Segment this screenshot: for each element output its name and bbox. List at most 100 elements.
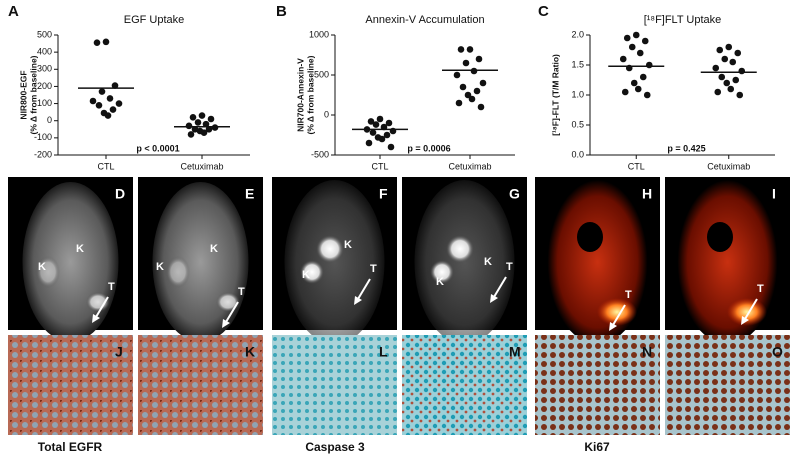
caption: Caspase 3 bbox=[305, 440, 365, 454]
data-point bbox=[479, 79, 487, 87]
data-point bbox=[367, 118, 375, 125]
image-panel: M bbox=[402, 335, 527, 435]
y-tick-label: 500 bbox=[37, 29, 52, 39]
data-point bbox=[376, 115, 384, 123]
panel-letter: K bbox=[245, 344, 255, 360]
data-point bbox=[718, 73, 726, 81]
arrow bbox=[612, 304, 626, 326]
data-point bbox=[211, 124, 219, 131]
x-tick-label: Cetuximab bbox=[707, 161, 750, 171]
panel-letter: A bbox=[8, 3, 19, 20]
data-point bbox=[645, 61, 653, 69]
panel-letter: M bbox=[509, 344, 521, 360]
data-point bbox=[473, 87, 481, 95]
panel-letter: D bbox=[115, 186, 125, 202]
y-tick-label: 400 bbox=[37, 47, 52, 57]
organ-label: T bbox=[757, 283, 764, 295]
data-point bbox=[453, 71, 461, 79]
data-point bbox=[365, 139, 373, 147]
organ-label: K bbox=[38, 261, 46, 273]
data-point bbox=[378, 135, 386, 143]
y-tick-label: 2.0 bbox=[571, 29, 584, 39]
data-point bbox=[641, 37, 649, 45]
arrow bbox=[225, 301, 239, 323]
tumor bbox=[216, 292, 240, 312]
data-point bbox=[89, 97, 97, 105]
image-panel: O bbox=[665, 335, 790, 435]
mouse-body bbox=[152, 182, 249, 342]
chart-title: [¹⁸F]FLT Uptake bbox=[644, 14, 722, 26]
tumor bbox=[727, 298, 767, 326]
data-point bbox=[93, 39, 101, 47]
data-point bbox=[202, 120, 210, 128]
data-point bbox=[457, 46, 465, 53]
x-tick-label: CTL bbox=[628, 161, 645, 171]
data-point bbox=[372, 121, 380, 128]
histology bbox=[272, 335, 397, 435]
image-panel: N bbox=[535, 335, 660, 435]
organ-label: K bbox=[156, 261, 164, 273]
kidney bbox=[36, 256, 60, 288]
p-value: p = 0.0006 bbox=[407, 143, 450, 153]
data-point bbox=[736, 91, 744, 99]
tumor bbox=[597, 298, 637, 326]
panel-letter: I bbox=[772, 186, 776, 202]
arrow-head bbox=[92, 314, 100, 323]
chart-title: Annexin-V Accumulation bbox=[365, 14, 484, 26]
data-point bbox=[200, 129, 208, 137]
data-point bbox=[98, 88, 106, 95]
organ-label: K bbox=[210, 243, 218, 255]
y-tick-label: 1.0 bbox=[571, 89, 584, 99]
data-point bbox=[106, 95, 114, 102]
panel-letter: F bbox=[379, 186, 388, 202]
organ-label: K bbox=[344, 239, 352, 251]
data-point bbox=[109, 106, 117, 113]
y-tick-label: 300 bbox=[37, 64, 52, 74]
data-point bbox=[466, 46, 474, 53]
data-point bbox=[459, 83, 467, 91]
panel-letter: E bbox=[245, 186, 254, 202]
kidney bbox=[316, 235, 344, 263]
data-point bbox=[468, 95, 476, 103]
data-point bbox=[387, 143, 395, 151]
organ-label: T bbox=[108, 281, 115, 293]
p-value: p < 0.0001 bbox=[136, 143, 179, 153]
data-point bbox=[185, 122, 193, 130]
histology bbox=[138, 335, 263, 435]
organ-label: T bbox=[506, 261, 513, 273]
y-axis-label: (% Δ from baseline) bbox=[305, 55, 315, 134]
panel-letter: O bbox=[772, 344, 783, 360]
kidney bbox=[430, 260, 454, 284]
y-tick-label: 1000 bbox=[309, 29, 329, 39]
data-point bbox=[712, 64, 720, 72]
panel-letter: N bbox=[642, 344, 652, 360]
panel-letter: G bbox=[509, 186, 520, 202]
y-axis-label: [¹⁸F]-FLT (T/M Ratio) bbox=[550, 54, 560, 136]
data-point bbox=[477, 103, 485, 111]
data-point bbox=[205, 125, 213, 133]
y-axis-label: NIR700-Annexin-V bbox=[295, 58, 305, 132]
data-point bbox=[621, 88, 629, 96]
image-panel: HT bbox=[535, 177, 660, 344]
data-point bbox=[716, 46, 724, 54]
data-point bbox=[207, 115, 215, 123]
histology bbox=[665, 335, 790, 435]
bladder bbox=[707, 222, 733, 252]
image-panel: IT bbox=[665, 177, 790, 344]
data-point bbox=[464, 91, 472, 99]
histology bbox=[402, 335, 527, 435]
arrow bbox=[744, 298, 758, 320]
y-axis-label: NIR800-EGF bbox=[18, 70, 28, 119]
organ-label: T bbox=[238, 286, 245, 298]
arrow bbox=[357, 278, 371, 300]
y-tick-label: -200 bbox=[34, 149, 52, 159]
data-point bbox=[189, 113, 197, 121]
data-point bbox=[470, 67, 478, 75]
chart-title: EGF Uptake bbox=[124, 14, 185, 26]
panel-letter: C bbox=[538, 3, 549, 20]
data-point bbox=[729, 58, 737, 66]
data-point bbox=[636, 49, 644, 57]
data-point bbox=[102, 38, 110, 46]
data-point bbox=[455, 99, 463, 107]
